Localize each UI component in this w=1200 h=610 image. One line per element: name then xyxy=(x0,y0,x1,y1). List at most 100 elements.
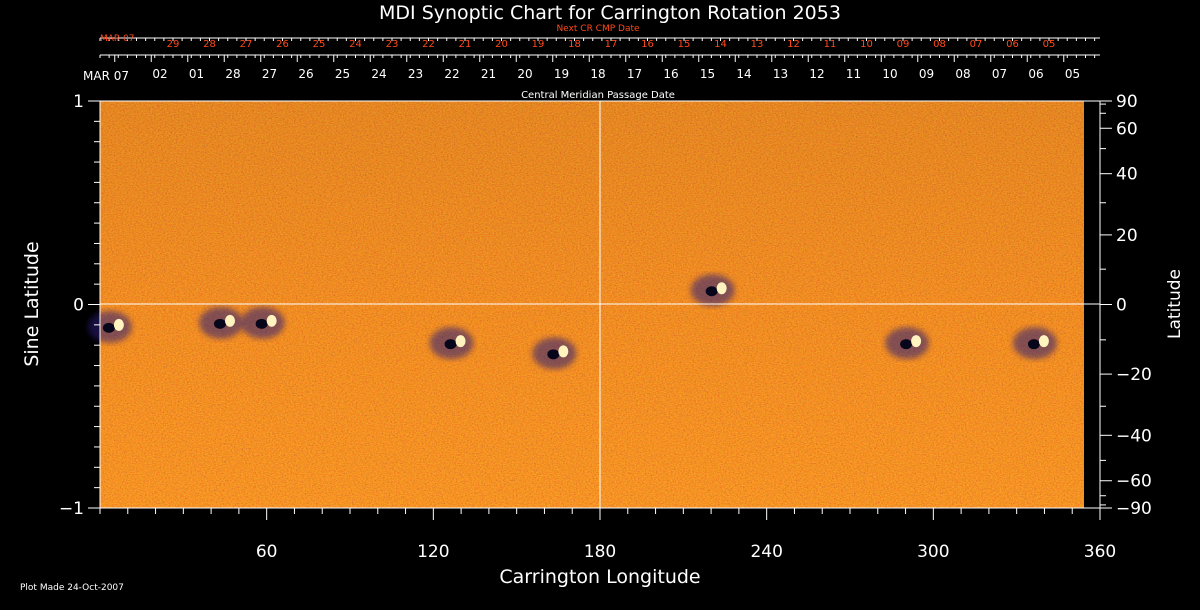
cmp-date-label: 02 xyxy=(152,67,167,81)
x-tick-label: 120 xyxy=(417,542,449,562)
cmp-date-label: 17 xyxy=(627,67,642,81)
next-cr-date-label: 12 xyxy=(787,39,800,50)
y-left-axis-label: Sine Latitude xyxy=(21,241,43,366)
negative-polarity-spot xyxy=(900,339,913,350)
y-left-axis: −1 0 1 xyxy=(59,92,100,519)
negative-polarity-spot xyxy=(705,286,718,297)
positive-polarity-spot xyxy=(266,314,277,327)
cmp-date-label: 18 xyxy=(590,67,605,81)
next-cr-date-label: 11 xyxy=(824,39,837,50)
y-left-tick-label: 0 xyxy=(73,296,84,316)
cmp-date-label: 14 xyxy=(736,67,751,81)
next-cr-date-label: 22 xyxy=(422,39,435,50)
active-regions xyxy=(87,274,1057,370)
cmp-date-label: 13 xyxy=(773,67,788,81)
cmp-date-label: 20 xyxy=(517,67,532,81)
y-right-tick-label: 60 xyxy=(1116,119,1138,139)
y-right-axis: 90 60 40 20 0 −20 −40 −60 −90 xyxy=(1100,92,1152,519)
y-right-tick-label: 20 xyxy=(1116,226,1138,246)
next-cr-date-label: 17 xyxy=(605,39,618,50)
plot-area xyxy=(87,100,1101,509)
cmp-date-label: 27 xyxy=(262,67,277,81)
next-cr-date-label: 23 xyxy=(386,39,399,50)
plot-made-footer: Plot Made 24-Oct-2007 xyxy=(20,583,124,593)
x-axis: 60 120 180 240 300 360 xyxy=(99,507,1116,562)
negative-polarity-spot xyxy=(102,322,115,333)
next-cr-date-label: 08 xyxy=(933,39,946,50)
cmp-date-label: 01 xyxy=(189,67,204,81)
x-axis-label: Carrington Longitude xyxy=(499,566,700,588)
y-left-tick-label: −1 xyxy=(59,499,84,519)
x-tick-label: 360 xyxy=(1084,542,1116,562)
y-right-tick-label: 90 xyxy=(1116,92,1138,112)
cmp-date-label: 24 xyxy=(371,67,386,81)
next-cr-date-label: 07 xyxy=(970,39,983,50)
next-cr-cmp-axis: Next CR CMP Date MAR 07 29 28 27 26 25 24 23 22 21… xyxy=(99,24,1100,50)
x-tick-label: 60 xyxy=(256,542,278,562)
cmp-date-label: 10 xyxy=(882,67,897,81)
negative-polarity-spot xyxy=(1027,339,1040,350)
positive-polarity-spot xyxy=(716,282,727,295)
next-cr-date-label: 19 xyxy=(532,39,545,50)
next-cr-date-label: 05 xyxy=(1043,39,1056,50)
y-left-tick-label: 1 xyxy=(73,92,84,112)
negative-polarity-spot xyxy=(214,318,226,329)
positive-polarity-spot xyxy=(558,345,569,358)
next-cr-date-label: 29 xyxy=(167,39,180,50)
negative-polarity-spot xyxy=(547,349,560,360)
cmp-date-label: 11 xyxy=(846,67,861,81)
cmp-start-label: MAR 07 xyxy=(83,69,129,83)
y-right-tick-label: 0 xyxy=(1116,296,1127,316)
next-cr-date-label: 28 xyxy=(203,39,216,50)
next-cr-date-label: 18 xyxy=(568,39,581,50)
cmp-axis-label: Central Meridian Passage Date xyxy=(521,90,675,101)
next-cr-date-label: 16 xyxy=(641,39,654,50)
cmp-date-label: 09 xyxy=(919,67,934,81)
y-right-tick-label: −20 xyxy=(1116,365,1152,385)
cmp-date-label: 22 xyxy=(444,67,459,81)
x-tick-label: 180 xyxy=(584,542,616,562)
cmp-date-label: 05 xyxy=(1065,67,1080,81)
y-right-tick-label: −40 xyxy=(1116,426,1152,446)
cmp-date-label: 15 xyxy=(700,67,715,81)
next-cr-date-label: 26 xyxy=(276,39,289,50)
x-tick-label: 240 xyxy=(750,542,782,562)
cmp-date-label: 06 xyxy=(1028,67,1043,81)
positive-polarity-spot xyxy=(455,335,466,348)
next-cr-date-label: 27 xyxy=(240,39,253,50)
cmp-date-axis: MAR 07 02 01 28 27 26 25 24 23 22 21 20 19 18 17 16 15 14… xyxy=(83,54,1100,83)
positive-polarity-spot xyxy=(113,318,124,331)
negative-polarity-spot xyxy=(255,318,268,329)
cmp-date-label: 07 xyxy=(992,67,1007,81)
y-right-tick-label: −60 xyxy=(1116,472,1152,492)
cmp-date-label: 12 xyxy=(809,67,824,81)
positive-polarity-spot xyxy=(225,314,235,327)
next-cr-date-label: 13 xyxy=(751,39,764,50)
next-cr-date-label: 06 xyxy=(1006,39,1019,50)
y-right-axis-label: Latitude xyxy=(1165,269,1185,339)
y-right-tick-label: 40 xyxy=(1116,165,1138,185)
next-cr-date-label: 09 xyxy=(897,39,910,50)
negative-polarity-spot xyxy=(444,339,457,350)
next-cr-date-label: 21 xyxy=(459,39,472,50)
cmp-date-label: 19 xyxy=(554,67,569,81)
next-cr-date-label: 25 xyxy=(313,39,326,50)
cmp-date-label: 25 xyxy=(335,67,350,81)
cmp-date-label: 16 xyxy=(663,67,678,81)
next-cr-axis-label: Next CR CMP Date xyxy=(556,24,640,34)
next-cr-date-label: 24 xyxy=(349,39,362,50)
x-tick-label: 300 xyxy=(917,542,949,562)
positive-polarity-spot xyxy=(911,335,922,348)
next-cr-date-label: 15 xyxy=(678,39,691,50)
cmp-date-label: 28 xyxy=(225,67,240,81)
next-cr-date-label: 14 xyxy=(714,39,727,50)
next-cr-date-label: 20 xyxy=(495,39,508,50)
cmp-date-label: 23 xyxy=(408,67,423,81)
chart-title: MDI Synoptic Chart for Carrington Rotati… xyxy=(379,2,841,24)
cmp-date-label: 26 xyxy=(298,67,313,81)
next-cr-start-label: MAR 07 xyxy=(100,34,135,44)
cmp-date-label: 21 xyxy=(481,67,496,81)
positive-polarity-spot xyxy=(1038,335,1049,348)
next-cr-date-label: 10 xyxy=(860,39,873,50)
